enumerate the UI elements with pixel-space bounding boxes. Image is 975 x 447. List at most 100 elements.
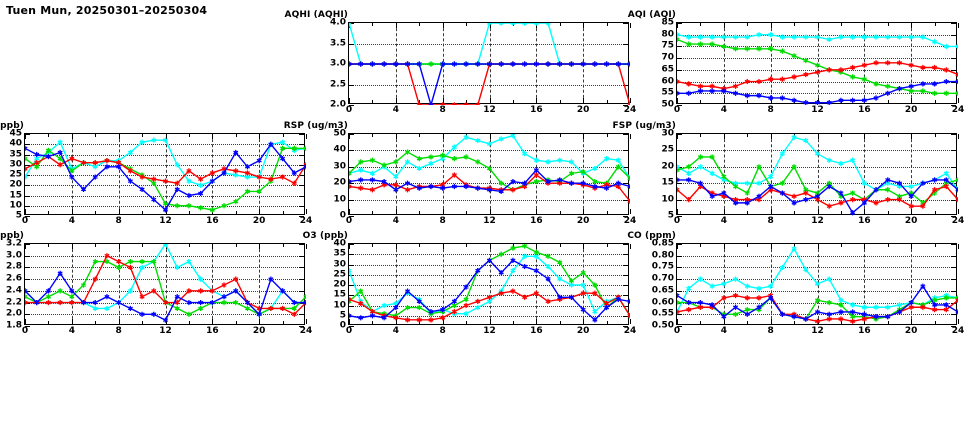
tick-x: [770, 319, 772, 324]
tick-x-minor-top: [747, 23, 749, 26]
gridline-h: [25, 314, 304, 316]
plot-frame-rsp: 0 10 20 30 40 50 0 4 8 12 16 20 24: [333, 129, 636, 226]
tick-x-top: [723, 244, 725, 249]
tick-x: [259, 319, 261, 324]
gridline-h: [677, 183, 956, 185]
tick-x-top: [306, 244, 307, 249]
x-axis-tick-label: 16: [530, 105, 543, 115]
tick-x: [583, 319, 585, 324]
tick-y-right: [623, 285, 628, 286]
tick-x-top: [630, 134, 631, 139]
plot-frame-no2: 5 10 15 20 25 30 35 40 45 0 4 8 12 16 20 24: [9, 129, 312, 226]
series-markers-cyan: [349, 253, 630, 319]
gridline-h: [349, 305, 628, 307]
tick-x-minor: [95, 321, 97, 324]
x-axis-tick-label: 20: [252, 326, 266, 336]
tick-y-right: [299, 154, 304, 156]
tick-y: [677, 326, 682, 327]
tick-y: [349, 305, 354, 307]
x-axis-tick-label: 12: [811, 326, 824, 336]
plot-frame-co: 0.50 0.55 0.60 0.65 0.70 0.75 0.80 0.85 0 4 8 12 16 2…: [652, 239, 964, 336]
tick-x-minor-top: [934, 23, 936, 26]
tick-y-right: [623, 295, 628, 297]
y-axis-tick-label: 0.55: [651, 308, 674, 319]
tick-x-minor-top: [887, 23, 889, 26]
tick-x-minor-top: [372, 244, 374, 247]
x-axis-tick-label: 16: [858, 326, 871, 336]
tick-x-minor-top: [559, 23, 561, 26]
gridline-h: [677, 150, 956, 152]
tick-x-top: [442, 23, 444, 28]
y-axis-tick-label: 75: [661, 40, 674, 51]
tick-y: [25, 175, 30, 176]
tick-x-minor-top: [887, 134, 889, 137]
tick-y: [677, 105, 682, 106]
tick-x-top: [911, 244, 913, 249]
x-axis-tick-label: 4: [720, 216, 727, 226]
tick-x-minor-top: [747, 134, 749, 137]
tick-x-minor: [512, 321, 514, 324]
x-axis-tick-label: 12: [811, 105, 824, 115]
gridline-h: [25, 255, 304, 257]
tick-x-minor: [794, 211, 796, 214]
gridline-h: [677, 46, 956, 48]
tick-y-right: [951, 290, 956, 292]
tick-x-minor-top: [887, 244, 889, 247]
tick-x-minor-top: [606, 23, 608, 26]
series-markers-cyan: [677, 134, 958, 193]
tick-y-right: [623, 305, 628, 307]
series-line-green: [349, 245, 630, 317]
tick-y: [349, 23, 354, 24]
gridline-h: [25, 267, 304, 269]
series-line-cyan: [677, 136, 958, 191]
gridline-v: [489, 244, 491, 324]
tick-x-minor-top: [794, 244, 796, 247]
tick-y: [349, 199, 354, 201]
series-layer-o3: [349, 244, 630, 323]
tick-x-minor-top: [934, 134, 936, 137]
tick-x-minor: [700, 211, 702, 214]
gridline-h: [349, 264, 628, 266]
tick-x-minor: [700, 100, 702, 103]
tick-y: [677, 314, 682, 316]
tick-x-minor: [419, 100, 421, 103]
tick-x-minor: [512, 211, 514, 214]
gridline-h: [25, 144, 304, 146]
y-axis-tick-label: 15: [661, 177, 674, 188]
tick-x-top: [723, 134, 725, 139]
tick-y: [25, 205, 30, 207]
series-markers-blue: [349, 167, 630, 194]
series-markers-red: [349, 61, 630, 105]
x-axis-tick-label: 8: [115, 216, 122, 226]
tick-y-right: [299, 216, 304, 217]
y-axis-tick-label: 35: [333, 248, 346, 259]
x-axis-tick-label: 0: [21, 326, 29, 336]
tick-x-minor: [235, 211, 237, 214]
gridline-v: [71, 134, 73, 214]
tick-y: [677, 166, 682, 168]
gridline-v: [536, 244, 538, 324]
series-markers-blue: [349, 257, 630, 323]
x-axis-tick-label: 12: [811, 216, 824, 226]
tick-x-minor-top: [606, 244, 608, 247]
gridline-v: [864, 134, 866, 214]
x-axis-tick-label: 20: [904, 105, 918, 115]
tick-x: [864, 209, 866, 214]
y-axis-tick-label: 3.2: [6, 238, 22, 249]
tick-x-minor-top: [188, 244, 190, 247]
tick-y: [349, 244, 354, 245]
tick-y: [349, 216, 354, 217]
tick-x-minor-top: [95, 244, 97, 247]
gridline-v: [864, 244, 866, 324]
tick-x-minor-top: [840, 134, 842, 137]
gridline-h: [349, 43, 628, 45]
tick-y-right: [951, 199, 956, 201]
plot-frame-o3: 0 5 10 15 20 25 30 35 40 0 4 8 12 16 20 24: [333, 239, 636, 336]
tick-y: [677, 290, 682, 292]
tick-x-top: [911, 23, 913, 28]
tick-y: [349, 254, 354, 256]
tick-x-minor: [747, 100, 749, 103]
tick-y-right: [951, 69, 956, 71]
tick-x: [583, 209, 585, 214]
tick-x: [911, 319, 913, 324]
